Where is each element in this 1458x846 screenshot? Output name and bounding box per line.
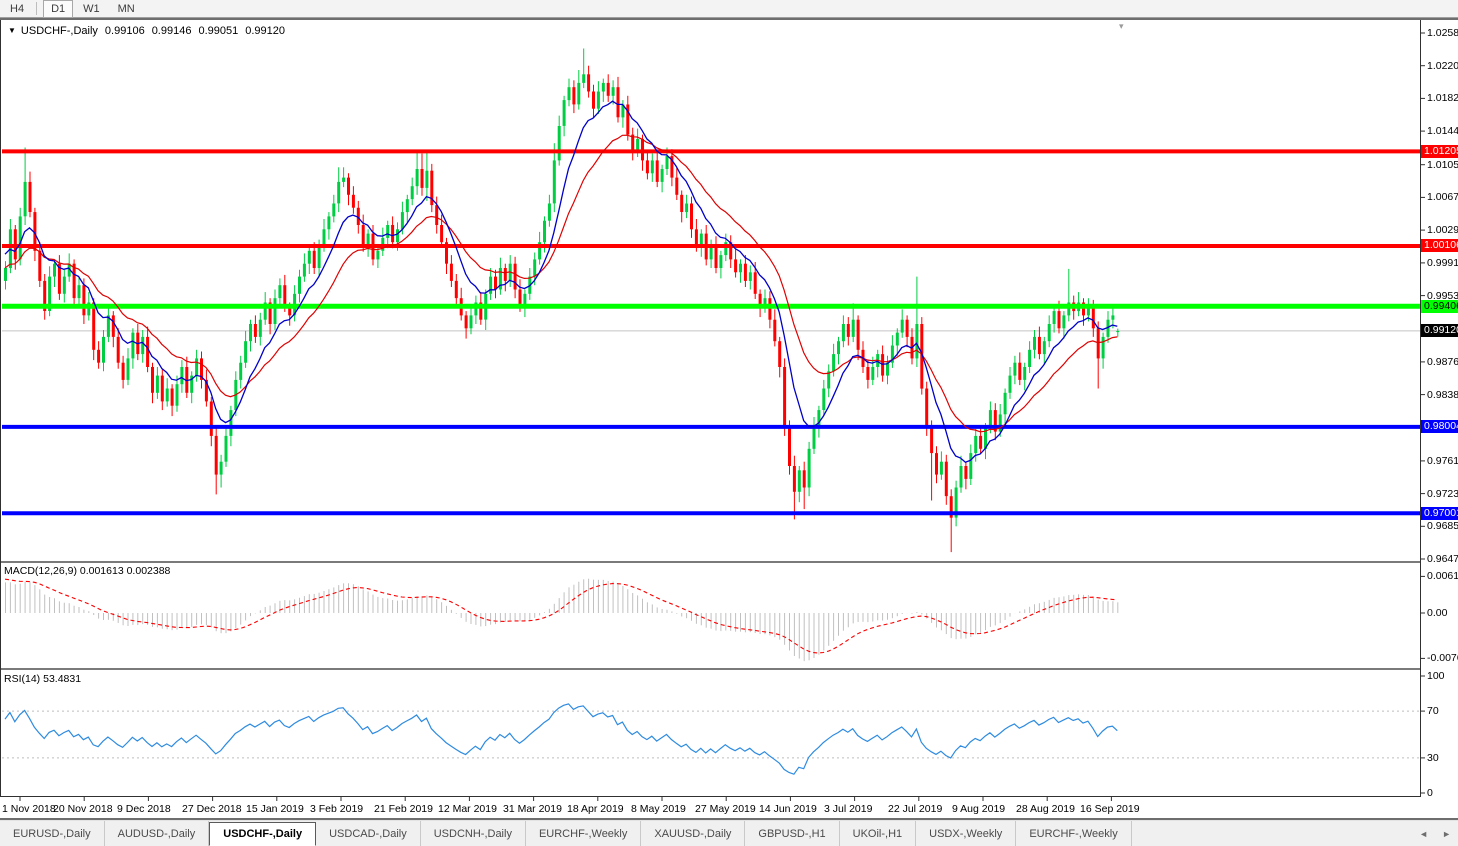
macd-main-value: 0.001613 — [79, 565, 124, 577]
symbol-tab-usdcnh-daily[interactable]: USDCNH-,Daily — [421, 821, 526, 846]
date-axis-label: 27 Dec 2018 — [182, 803, 242, 815]
symbol-tab-eurchf-weekly[interactable]: EURCHF-,Weekly — [526, 821, 642, 846]
ma-slow-line[interactable] — [4, 134, 1118, 433]
symbol-tab-audusd-daily[interactable]: AUDUSD-,Daily — [105, 821, 210, 846]
tab-bar-spacer — [1132, 821, 1412, 846]
rsi-scale-label: 100 — [1427, 670, 1445, 682]
timeframe-button-D1[interactable]: D1 — [43, 0, 74, 18]
pane-separator-macd[interactable] — [0, 561, 1421, 563]
date-axis-label: 12 Mar 2019 — [438, 803, 497, 815]
chart-header: ▼ USDCHF-,Daily 0.99106 0.99146 0.99051 0.991… — [8, 25, 285, 37]
toolbar-separator — [36, 2, 38, 15]
date-axis-label: 1 Nov 2018 — [2, 803, 56, 815]
price-pane[interactable] — [2, 48, 1420, 553]
date-axis-label: 14 Jun 2019 — [759, 803, 817, 815]
rsi-pane[interactable] — [2, 703, 1420, 775]
macd-signal-value: 0.002388 — [126, 565, 171, 577]
level-price-badge: 0.97001 — [1421, 507, 1458, 520]
level-price-badge: 0.98004 — [1421, 420, 1458, 433]
ma-fast-line[interactable] — [4, 100, 1118, 463]
rsi-scale-label: 70 — [1427, 705, 1439, 717]
date-axis-label: 18 Apr 2019 — [567, 803, 624, 815]
price-axis-label: 0.96470 — [1427, 553, 1458, 565]
symbol-tab-eurusd-daily[interactable]: EURUSD-,Daily — [0, 821, 105, 846]
chart-area: ▼ USDCHF-,Daily 0.99106 0.99146 0.99051 0.991… — [0, 18, 1458, 820]
ohlc-low: 0.99051 — [198, 25, 239, 37]
ohlc-open: 0.99106 — [104, 25, 145, 37]
date-axis-label: 3 Feb 2019 — [310, 803, 364, 815]
price-axis-label: 1.00670 — [1427, 191, 1458, 203]
chart-shift-marker-icon[interactable]: ▾ — [1119, 21, 1124, 31]
date-axis-label: 16 Sep 2019 — [1080, 803, 1140, 815]
tab-scroll-left-icon[interactable]: ◄ — [1419, 828, 1429, 839]
level-price-badge: 0.99406 — [1421, 300, 1458, 313]
rsi-line — [4, 703, 1118, 775]
symbol-tab-usdx-weekly[interactable]: USDX-,Weekly — [916, 821, 1017, 846]
date-axis-label: 8 May 2019 — [631, 803, 686, 815]
rsi-scale-label: 30 — [1427, 752, 1439, 764]
date-axis-label: 20 Nov 2018 — [53, 803, 113, 815]
date-axis-label: 27 May 2019 — [695, 803, 756, 815]
price-axis-label: 1.01050 — [1427, 159, 1458, 171]
price-axis-label: 1.02200 — [1427, 60, 1458, 72]
macd-signal-line — [4, 578, 1118, 654]
axis-ticks — [19, 32, 1425, 801]
chart-bottom-frame — [0, 818, 1458, 820]
date-axis-label: 31 Mar 2019 — [503, 803, 562, 815]
macd-title: MACD(12,26,9) — [4, 565, 77, 577]
symbol-tab-eurchf-weekly[interactable]: EURCHF-,Weekly — [1016, 821, 1132, 846]
chart-top-frame — [0, 18, 1458, 20]
symbol-tab-gbpusd-h1[interactable]: GBPUSD-,H1 — [745, 821, 840, 846]
rsi-indicator-label: RSI(14) 53.4831 — [4, 673, 81, 685]
level-price-badge: 1.00106 — [1421, 239, 1458, 252]
macd-scale-label: 0.00 — [1427, 607, 1448, 619]
rsi-value: 53.4831 — [43, 673, 82, 685]
ohlc-close: 0.99120 — [245, 25, 285, 37]
rsi-scale-label: 0 — [1427, 787, 1433, 799]
macd-scale-label: -0.00761 — [1427, 652, 1458, 664]
date-axis-label: 9 Dec 2018 — [117, 803, 171, 815]
symbol-tab-bar: EURUSD-,Daily AUDUSD-,Daily USDCHF-,Daily U… — [0, 820, 1458, 846]
macd-indicator-label: MACD(12,26,9) 0.001613 0.002388 — [4, 565, 170, 577]
timeframe-toolbar: H4 D1 W1 MN — [0, 0, 1458, 18]
chart-surface[interactable] — [0, 18, 1458, 820]
current-price-badge: 0.99120 — [1421, 324, 1458, 337]
date-axis-label: 3 Jul 2019 — [824, 803, 873, 815]
symbol-tab-ukoil-h1[interactable]: UKOil-,H1 — [840, 821, 917, 846]
macd-scale-label: 0.00613 — [1427, 570, 1458, 582]
symbol-tab-xauusd-daily[interactable]: XAUUSD-,Daily — [641, 821, 746, 846]
date-axis-label: 28 Aug 2019 — [1016, 803, 1075, 815]
chart-background — [0, 18, 1458, 820]
date-axis-label: 22 Jul 2019 — [888, 803, 943, 815]
level-price-badge: 1.01205 — [1421, 145, 1458, 158]
timeframe-button-H4[interactable]: H4 — [10, 2, 25, 15]
pane-separator-rsi[interactable] — [0, 668, 1421, 670]
rsi-title: RSI(14) — [4, 673, 41, 685]
macd-pane[interactable] — [4, 578, 1119, 662]
price-axis-label: 1.02580 — [1427, 27, 1458, 39]
date-axis-label: 21 Feb 2019 — [374, 803, 433, 815]
symbol-dropdown-icon[interactable]: ▼ — [8, 26, 16, 35]
date-axis-label: 9 Aug 2019 — [952, 803, 1006, 815]
symbol-tab-usdchf-daily[interactable]: USDCHF-,Daily — [209, 822, 317, 846]
timeframe-button-MN[interactable]: MN — [117, 2, 135, 15]
ohlc-high: 0.99146 — [151, 25, 192, 37]
price-axis-label: 1.01440 — [1427, 125, 1458, 137]
date-axis-label: 15 Jan 2019 — [246, 803, 304, 815]
tab-scroll-right-icon[interactable]: ► — [1442, 828, 1451, 839]
chart-symbol-label: USDCHF-,Daily — [20, 25, 98, 37]
timeframe-button-W1[interactable]: W1 — [83, 2, 100, 15]
symbol-tab-usdcad-daily[interactable]: USDCAD-,Daily — [316, 821, 421, 846]
